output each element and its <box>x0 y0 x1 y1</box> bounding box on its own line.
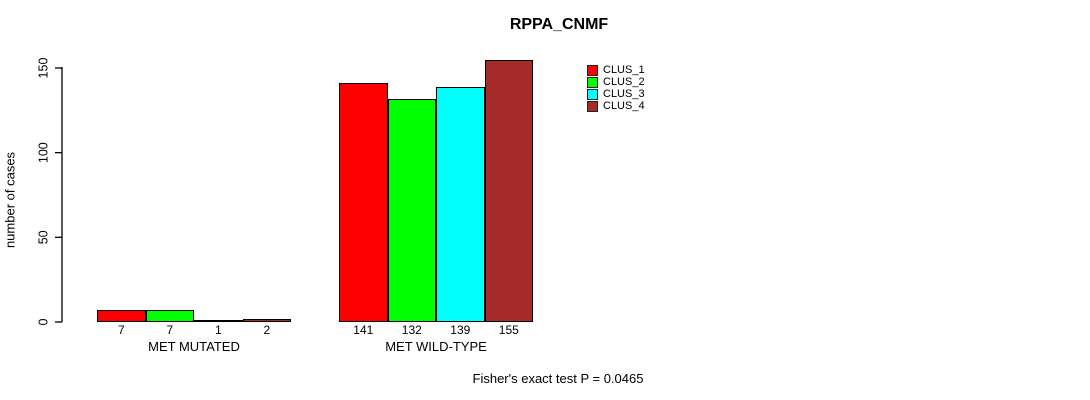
bar-value-label: 1 <box>214 323 222 337</box>
legend-label: CLUS_4 <box>603 100 645 112</box>
bar-clus_3-2 <box>436 86 485 322</box>
bar-clus_2-2 <box>387 98 436 322</box>
chart-title: RPPA_CNMF <box>509 16 609 33</box>
y-tick-label: 100 <box>36 142 50 163</box>
legend-label: CLUS_1 <box>603 64 645 76</box>
bar-value-label: 155 <box>498 323 519 337</box>
bar-value-label: 141 <box>353 323 374 337</box>
bar-clus_1-2 <box>339 83 388 322</box>
y-tick-label: 150 <box>36 58 50 79</box>
legend-swatch-icon <box>587 76 598 88</box>
legend-swatch-icon <box>587 100 598 112</box>
y-tick-label: 0 <box>36 318 50 325</box>
legend-item-clus_2: CLUS_2 <box>587 76 645 88</box>
legend-label: CLUS_2 <box>603 76 645 88</box>
bar-clus_3-1 <box>194 320 243 323</box>
legend-item-clus_3: CLUS_3 <box>587 88 645 100</box>
bar-value-label: 2 <box>263 323 271 337</box>
annotation-text: Fisher's exact test P = 0.0465 <box>472 371 644 386</box>
bar-value-label: 139 <box>450 323 471 337</box>
bar-clus_2-1 <box>145 310 194 322</box>
bar-value-label: 7 <box>166 323 174 337</box>
legend-item-clus_1: CLUS_1 <box>587 64 645 76</box>
legend-swatch-icon <box>587 88 598 100</box>
bar-value-label: 132 <box>401 323 422 337</box>
legend: CLUS_1 CLUS_2 CLUS_3 CLUS_4 <box>587 64 645 112</box>
y-tick-label: 50 <box>36 230 50 244</box>
legend-item-clus_4: CLUS_4 <box>587 100 645 112</box>
legend-swatch-icon <box>587 64 598 76</box>
bar-clus_4-1 <box>242 318 291 322</box>
bar-clus_4-2 <box>484 59 533 322</box>
x-category-label: MET WILD-TYPE <box>385 339 487 354</box>
bar-clus_1-1 <box>97 310 146 322</box>
bar-value-label: 7 <box>117 323 125 337</box>
legend-label: CLUS_3 <box>603 88 645 100</box>
x-category-label: MET MUTATED <box>148 339 240 354</box>
